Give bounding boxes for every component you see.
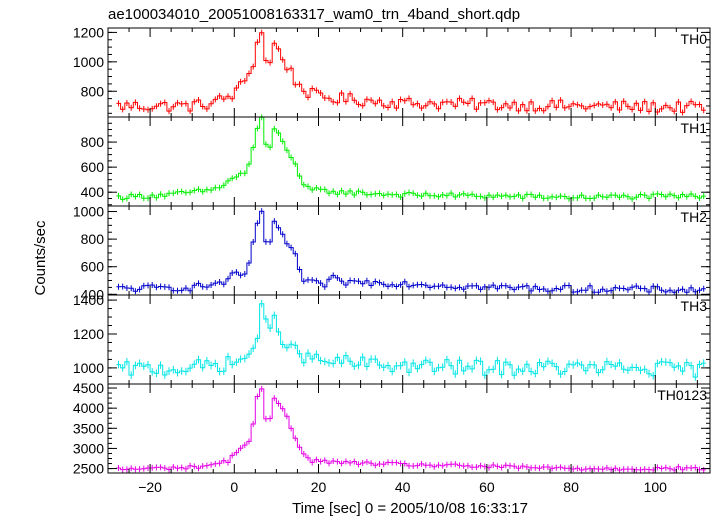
- error-bars-th1: [118, 114, 705, 203]
- panel-label: TH3: [681, 298, 708, 314]
- light-curve-th3: [116, 303, 706, 378]
- y-tick-label: 800: [81, 231, 105, 247]
- x-tick-label: 0: [230, 479, 238, 495]
- panel-th0: 800 1000 1200 TH0: [73, 24, 711, 118]
- y-tick-label: 2500: [73, 461, 104, 477]
- panel-th1: 400 600 800 TH1: [81, 114, 711, 207]
- y-tick-label: 1400: [73, 292, 104, 308]
- y-tick-label: 4000: [73, 400, 104, 416]
- y-tick-label: 800: [81, 134, 105, 150]
- y-tick-label: 1000: [73, 204, 104, 220]
- x-tick-label: 40: [395, 479, 411, 495]
- error-bars-th3: [118, 299, 705, 381]
- chart-title: ae100034010_20051008163317_wam0_trn_4ban…: [108, 6, 520, 23]
- x-tick-label: 80: [563, 479, 579, 495]
- x-tick-label: −20: [138, 479, 162, 495]
- panel-label: TH0: [681, 31, 708, 47]
- y-tick-label: 1000: [73, 54, 104, 70]
- error-bars-th0: [118, 29, 705, 116]
- light-curve-th2: [116, 210, 706, 293]
- y-tick-label: 1200: [73, 24, 104, 40]
- x-tick-label: 100: [644, 479, 668, 495]
- panel-frame: [107, 383, 711, 474]
- y-tick-label: 3000: [73, 440, 104, 456]
- y-tick-label: 600: [81, 259, 105, 275]
- y-tick-label: 800: [81, 83, 105, 99]
- panel-frame: [107, 27, 711, 118]
- x-axis-label: Time [sec] 0 = 2005/10/08 16:33:17: [292, 500, 528, 516]
- x-tick-label: 60: [479, 479, 495, 495]
- y-tick-label: 3500: [73, 420, 104, 436]
- panel-label: TH1: [681, 120, 708, 136]
- panel-label: TH2: [681, 209, 708, 225]
- x-tick-label: 20: [311, 479, 327, 495]
- panel-th2: 400 600 800 1000 TH2: [73, 204, 711, 302]
- light-curve-th0: [116, 32, 706, 113]
- panel-th0123: 2500 3000 3500 4000 4500 TH0123: [73, 380, 711, 477]
- panel-label: TH0123: [657, 387, 707, 403]
- y-tick-label: 1200: [73, 326, 104, 342]
- y-tick-label: 600: [81, 159, 105, 175]
- y-tick-label: 1000: [73, 360, 104, 376]
- y-tick-label: 400: [81, 184, 105, 200]
- panel-th3: 1000 1200 1400 TH3: [73, 292, 711, 385]
- light-curve-th1: [116, 116, 706, 200]
- y-tick-label: 400: [81, 286, 105, 302]
- error-bars-th2: [118, 208, 705, 296]
- error-bars-th0123: [118, 385, 705, 474]
- y-axis-label: Counts/sec: [32, 220, 49, 296]
- y-tick-label: 4500: [73, 380, 104, 396]
- light-curve-th0123: [116, 388, 706, 471]
- x-axis-tick-labels: −20 0 20 40 60 80 100: [138, 479, 667, 495]
